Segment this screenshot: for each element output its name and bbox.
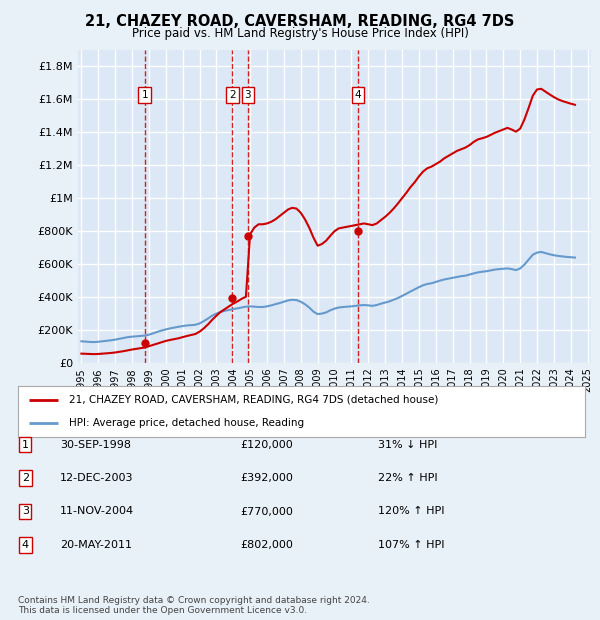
Text: 22% ↑ HPI: 22% ↑ HPI	[378, 473, 437, 483]
Text: 4: 4	[355, 90, 361, 100]
Text: Contains HM Land Registry data © Crown copyright and database right 2024.
This d: Contains HM Land Registry data © Crown c…	[18, 596, 370, 615]
Text: £802,000: £802,000	[240, 540, 293, 550]
Text: Price paid vs. HM Land Registry's House Price Index (HPI): Price paid vs. HM Land Registry's House …	[131, 27, 469, 40]
Text: 2: 2	[229, 90, 236, 100]
Text: 31% ↓ HPI: 31% ↓ HPI	[378, 440, 437, 450]
Text: £770,000: £770,000	[240, 507, 293, 516]
Text: 1: 1	[22, 440, 29, 450]
Text: 120% ↑ HPI: 120% ↑ HPI	[378, 507, 445, 516]
Text: 30-SEP-1998: 30-SEP-1998	[60, 440, 131, 450]
Text: 20-MAY-2011: 20-MAY-2011	[60, 540, 132, 550]
Text: 2: 2	[22, 473, 29, 483]
Text: 3: 3	[22, 507, 29, 516]
Text: 21, CHAZEY ROAD, CAVERSHAM, READING, RG4 7DS (detached house): 21, CHAZEY ROAD, CAVERSHAM, READING, RG4…	[69, 395, 439, 405]
Text: £120,000: £120,000	[240, 440, 293, 450]
Text: £392,000: £392,000	[240, 473, 293, 483]
Text: 107% ↑ HPI: 107% ↑ HPI	[378, 540, 445, 550]
Text: HPI: Average price, detached house, Reading: HPI: Average price, detached house, Read…	[69, 418, 304, 428]
Text: 4: 4	[22, 540, 29, 550]
Text: 12-DEC-2003: 12-DEC-2003	[60, 473, 133, 483]
Text: 3: 3	[245, 90, 251, 100]
Text: 21, CHAZEY ROAD, CAVERSHAM, READING, RG4 7DS: 21, CHAZEY ROAD, CAVERSHAM, READING, RG4…	[85, 14, 515, 29]
Text: 1: 1	[142, 90, 148, 100]
Text: 11-NOV-2004: 11-NOV-2004	[60, 507, 134, 516]
